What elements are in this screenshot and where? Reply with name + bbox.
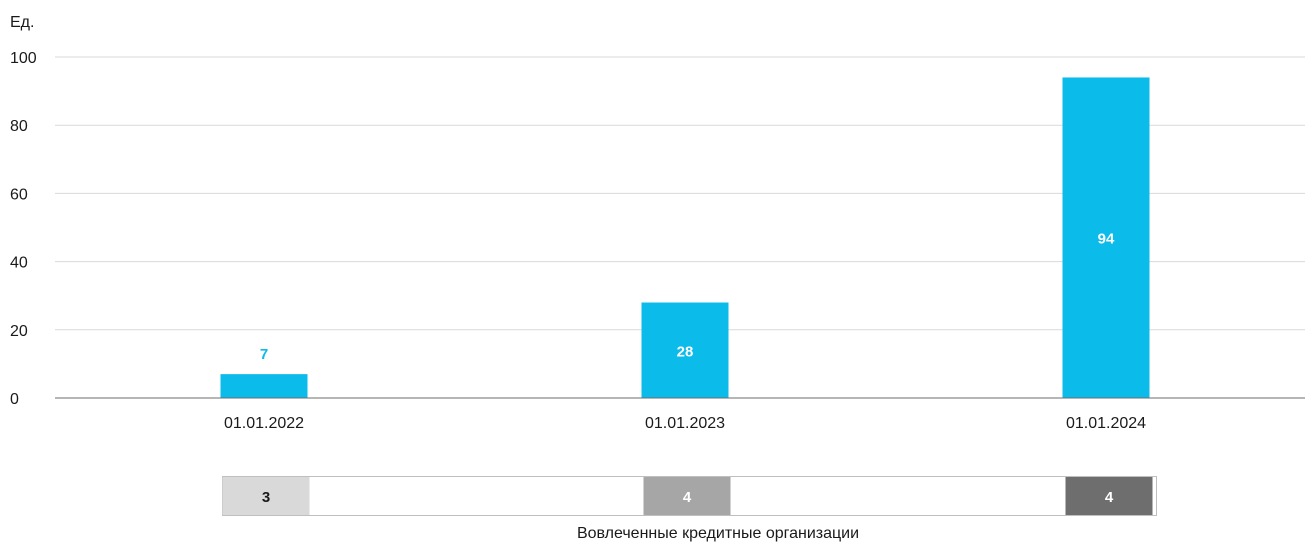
bars (220, 77, 1150, 399)
y-tick-label: 80 (10, 118, 28, 135)
y-axis-label: Ед. (10, 14, 34, 31)
y-tick-label: 20 (10, 323, 28, 340)
secondary-table-label: Вовлеченные кредитные организации (577, 525, 859, 542)
x-tick-labels: 01.01.2022 01.01.2023 01.01.2024 (224, 415, 1146, 432)
x-tick-label: 01.01.2024 (1066, 415, 1146, 432)
y-tick-label: 100 (10, 50, 37, 67)
secondary-table-cell (643, 477, 731, 515)
secondary-table-cell (222, 477, 310, 515)
y-tick-label: 60 (10, 186, 28, 203)
bar-01.01.2022 (220, 374, 308, 398)
bar-data-labels: 7 28 94 (260, 231, 1115, 363)
bar-data-label: 7 (260, 346, 268, 363)
secondary-table-value: 4 (683, 489, 692, 506)
secondary-table: 3 4 4 (222, 476, 1157, 516)
y-tick-label: 40 (10, 255, 28, 272)
x-tick-label: 01.01.2022 (224, 415, 304, 432)
y-tick-labels: 0 20 40 60 80 100 (10, 50, 37, 408)
bar-01.01.2023 (641, 302, 729, 398)
bar-01.01.2024 (1062, 77, 1150, 399)
secondary-table-value: 3 (262, 489, 270, 506)
secondary-table-cell (1065, 477, 1153, 515)
secondary-table-value: 4 (1105, 489, 1114, 506)
x-tick-label: 01.01.2023 (645, 415, 725, 432)
y-tick-label: 0 (10, 391, 19, 408)
bar-data-label: 28 (677, 343, 694, 360)
bar-data-label: 94 (1098, 231, 1115, 248)
